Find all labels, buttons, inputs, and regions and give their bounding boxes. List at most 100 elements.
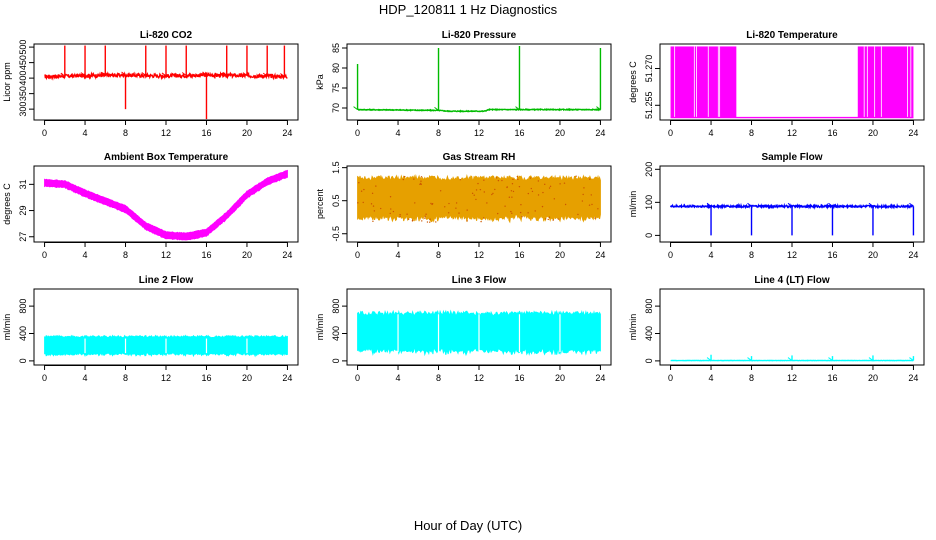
x-tick-label: 0 [668,250,673,260]
rh-point [473,194,475,196]
x-tick-label: 20 [242,373,252,383]
x-tick-label: 8 [749,373,754,383]
y-tick-label: -0.5 [331,226,341,242]
y-tick-label: 800 [331,299,341,314]
rh-point [518,185,521,188]
rh-point [357,202,359,204]
rh-point [475,189,478,191]
spike-tail-3 [100,71,106,76]
y-tick-label: 400 [644,326,654,341]
plot-area [357,309,601,357]
panel-7: Line 2 Flow 0 4 8 12 16 20 24 0 400 800 ml/min [2,275,299,383]
series-band [44,169,288,241]
rh-point [439,190,442,192]
x-tick-label: 16 [514,128,524,138]
rh-point [404,175,406,178]
panel-title: Li-820 CO2 [140,30,193,41]
plot-frame [33,165,299,243]
rh-point [420,176,423,178]
rh-point [548,187,551,189]
rh-point [517,178,519,181]
x-tick-label: 12 [474,373,484,383]
rh-point [548,216,551,218]
rh-point [444,206,446,208]
y-axis-label: percent [315,188,325,219]
x-tick-label: 16 [201,250,211,260]
x-tick-label: 12 [474,250,484,260]
rh-point [491,193,493,196]
rh-point [590,194,592,196]
rh-point [372,205,375,207]
x-tick-label: 0 [355,128,360,138]
rh-point [527,212,529,214]
panel-5: Gas Stream RH 0 4 8 12 16 20 24 -0.5 0.5 1.5 percen… [315,152,612,260]
rh-point [425,213,427,215]
spike-tail-1 [353,106,358,110]
y-tick-label: 27 [18,232,28,242]
rh-point [495,177,498,179]
rh-point [506,186,508,188]
spike-tail-1 [60,72,66,77]
y-tick-label: 500 [18,40,28,55]
spike-tail-4 [121,71,126,76]
panel-9: Line 4 (LT) Flow 0 4 8 12 16 20 24 0 400 800 ml/min [628,275,925,383]
rh-point [581,200,584,202]
spike-tail-4 [596,106,601,110]
plot-frame [659,288,925,366]
spike-tail-3 [515,106,520,110]
spike-tail-8 [202,71,207,76]
rh-point [363,188,365,191]
x-tick-label: 8 [123,373,128,383]
rh-point [389,196,392,198]
rh-point [494,188,496,191]
rh-point [375,185,377,187]
panel-title: Gas Stream RH [443,152,516,163]
rh-point [459,178,461,181]
spike-tail-10 [242,72,248,77]
x-tick-label: 24 [908,250,918,260]
spike-tail-4 [828,202,833,207]
rh-point [362,201,364,204]
x-tick-label: 16 [827,128,837,138]
rh-point [431,203,433,206]
x-tick-label: 4 [709,128,714,138]
rh-point [414,202,416,204]
plot-area [44,334,288,358]
panel-title: Sample Flow [761,152,822,163]
rh-point [582,193,584,196]
x-tick-label: 4 [709,373,714,383]
rh-point [426,221,429,223]
rh-point [448,202,450,205]
y-axis-label: degrees C [628,61,638,103]
rh-point [529,177,532,179]
x-tick-label: 16 [514,373,524,383]
rh-point [480,220,482,223]
x-tick-label: 4 [83,250,88,260]
x-tick-label: 8 [749,128,754,138]
rh-point [373,210,376,212]
rh-point [447,212,450,214]
plot-area [44,45,288,120]
rh-point [541,205,544,208]
plot-area [44,169,288,241]
plot-area [669,202,915,236]
spike-tail-3 [787,202,793,207]
panel-6: Sample Flow 0 4 8 12 16 20 24 0 100 200 ml/min [628,152,925,260]
x-tick-label: 20 [242,128,252,138]
x-tick-label: 12 [787,128,797,138]
y-tick-label: 100 [644,195,654,210]
x-tick-label: 24 [282,128,292,138]
x-tick-label: 0 [42,373,47,383]
x-tick-label: 16 [201,373,211,383]
rh-point [379,207,382,210]
y-tick-label: 51.255 [644,92,654,120]
rh-point [530,187,533,190]
x-tick-label: 24 [595,373,605,383]
y-tick-label: 400 [18,326,28,341]
y-tick-label: 450 [18,55,28,70]
plot-area [670,354,915,362]
rh-point [575,175,577,177]
band-segment-1 [670,46,737,118]
y-tick-label: 400 [331,326,341,341]
